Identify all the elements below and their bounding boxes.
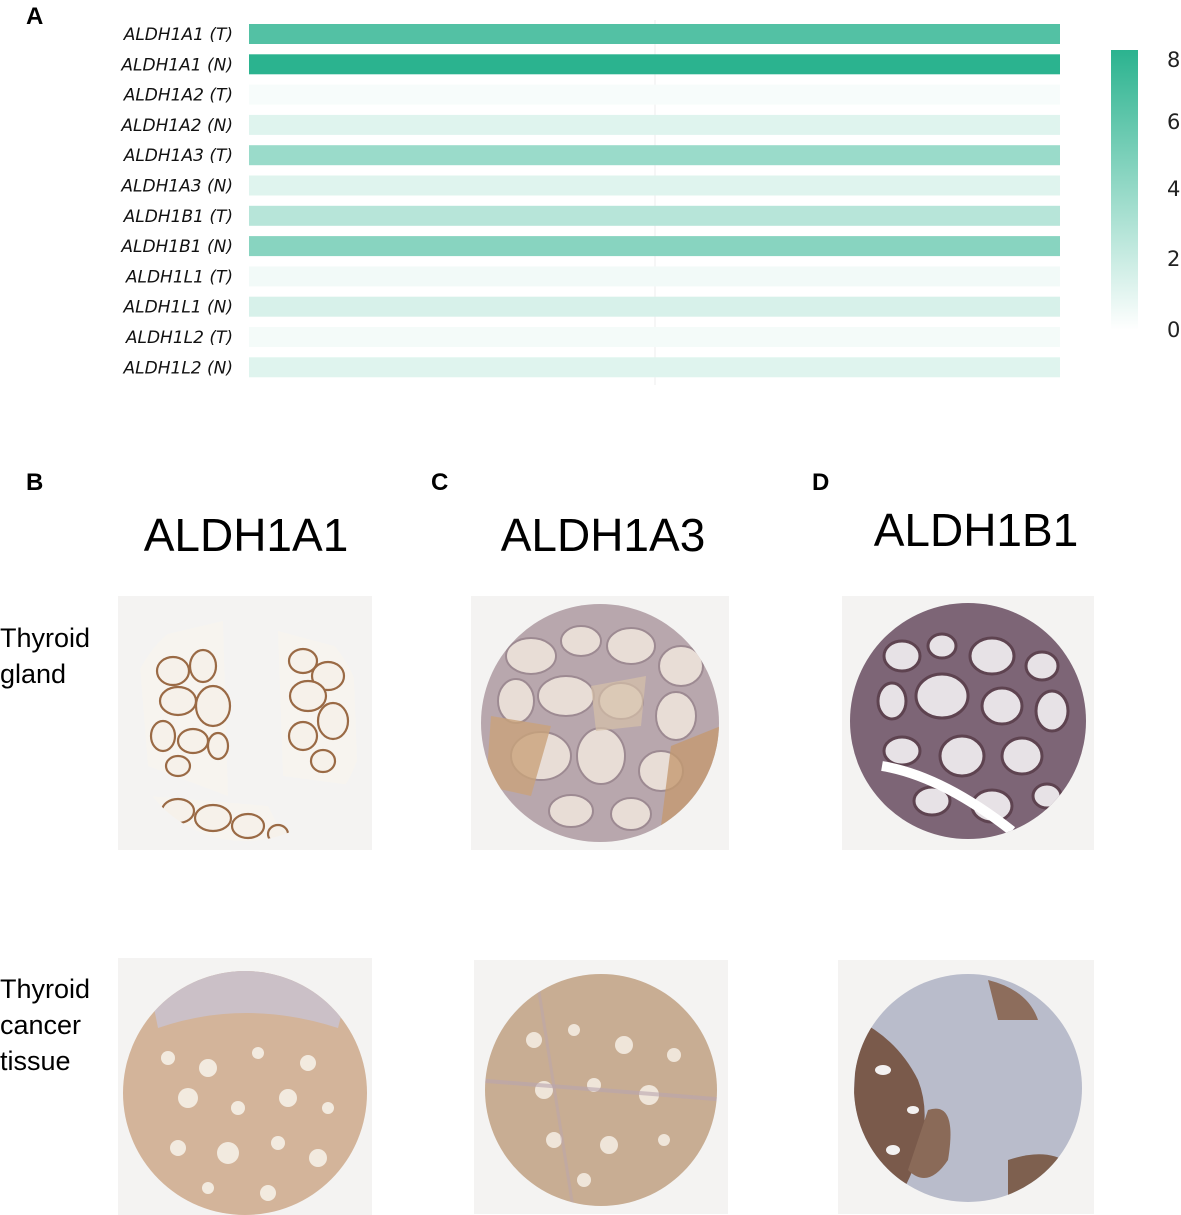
row-title-thyroid-gland: Thyroid gland bbox=[0, 620, 90, 692]
ihc-image-aldh1a1-cancer bbox=[118, 958, 372, 1215]
colorbar-tick-label: 0 bbox=[1167, 318, 1180, 342]
row-title-line: tissue bbox=[0, 1046, 71, 1076]
heatmap-row-label: ALDH1L2 (N) bbox=[123, 358, 233, 378]
row-title-line: cancer bbox=[0, 1010, 82, 1040]
heatmap-cell bbox=[249, 236, 1060, 257]
panel-label-b: B bbox=[26, 469, 44, 496]
heatmap-cell bbox=[249, 114, 1060, 135]
heatmap-cell bbox=[249, 357, 1060, 378]
heatmap-cell bbox=[249, 54, 1060, 75]
heatmap-cell bbox=[249, 84, 1060, 105]
heatmap-row-label: ALDH1B1 (N) bbox=[120, 237, 233, 257]
heatmap-row-label: ALDH1A1 (T) bbox=[123, 25, 233, 45]
row-title-line: Thyroid bbox=[0, 623, 91, 653]
heatmap-row-label: ALDH1A3 (N) bbox=[120, 177, 233, 197]
colorbar-tick-label: 2 bbox=[1167, 247, 1180, 271]
heatmap-cell bbox=[249, 296, 1060, 317]
gene-title-aldh1a3: ALDH1A3 bbox=[500, 509, 706, 561]
panel-label-c: C bbox=[431, 469, 449, 496]
heatmap-cell bbox=[249, 24, 1060, 44]
heatmap-row-label: ALDH1B1 (T) bbox=[123, 207, 233, 227]
ihc-image-aldh1a3-gland bbox=[471, 596, 729, 850]
heatmap-row-label: ALDH1A2 (T) bbox=[123, 86, 233, 106]
panel-label-d: D bbox=[812, 469, 830, 496]
heatmap-cell bbox=[249, 145, 1060, 166]
heatmap-cell bbox=[249, 205, 1060, 226]
gene-title-aldh1a1: ALDH1A1 bbox=[143, 509, 349, 561]
heatmap-rows: ALDH1A1 (T) ALDH1A1 (N) ALDH1A2 (T) ALDH1A2… bbox=[120, 24, 1060, 378]
ihc-image-aldh1a3-cancer bbox=[474, 960, 728, 1214]
heatmap-row-label: ALDH1A2 (N) bbox=[120, 116, 233, 136]
heatmap-cell bbox=[249, 175, 1060, 196]
expression-heatmap: ALDH1A1 (T) ALDH1A1 (N) ALDH1A2 (T) ALDH1A2… bbox=[120, 20, 1180, 385]
heatmap-row-label: ALDH1L1 (N) bbox=[123, 298, 233, 318]
heatmap-cell bbox=[249, 266, 1060, 287]
ihc-image-aldh1a1-gland bbox=[118, 596, 372, 850]
gene-title-aldh1b1: ALDH1B1 bbox=[873, 504, 1079, 556]
row-title-line: Thyroid bbox=[0, 974, 91, 1004]
colorbar-tick-label: 6 bbox=[1167, 110, 1180, 134]
ihc-image-aldh1b1-cancer bbox=[838, 960, 1094, 1214]
heatmap-cell bbox=[249, 327, 1060, 347]
heatmap-row-label: ALDH1A3 (T) bbox=[123, 146, 233, 166]
panel-label-a: A bbox=[26, 3, 44, 30]
heatmap-row-label: ALDH1L1 (T) bbox=[125, 267, 233, 287]
colorbar-tick-label: 4 bbox=[1167, 177, 1180, 201]
heatmap-row-label: ALDH1A1 (N) bbox=[120, 55, 233, 75]
colorbar-gradient bbox=[1111, 50, 1138, 330]
row-title-thyroid-cancer: Thyroid cancer tissue bbox=[0, 971, 90, 1079]
colorbar-tick-label: 8 bbox=[1167, 48, 1180, 72]
colorbar: 8 6 4 2 0 bbox=[1111, 48, 1180, 342]
ihc-image-aldh1b1-gland bbox=[842, 596, 1094, 850]
heatmap-row-label: ALDH1L2 (T) bbox=[125, 328, 233, 348]
row-title-line: gland bbox=[0, 659, 67, 689]
